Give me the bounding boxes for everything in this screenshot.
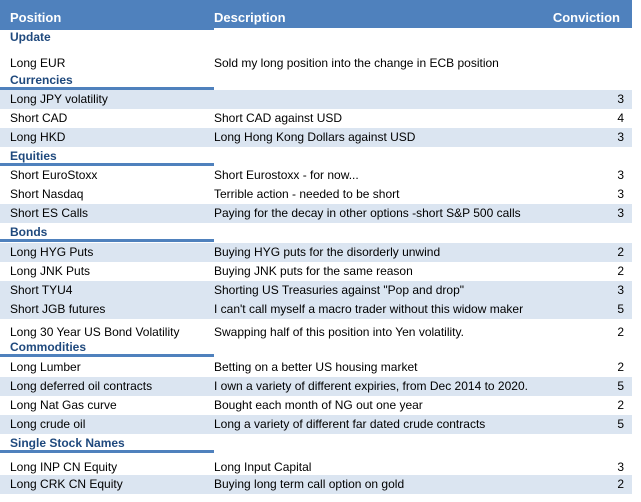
position-cell: Long Lumber bbox=[10, 360, 81, 374]
table-row: Short TYU4 Shorting US Treasuries agains… bbox=[0, 281, 632, 300]
section-equities: Equities bbox=[0, 147, 632, 166]
position-cell: Short ES Calls bbox=[10, 206, 89, 220]
conviction-cell: 2 bbox=[617, 245, 624, 259]
position-cell: Long JNK Puts bbox=[10, 264, 91, 278]
description-cell: Swapping half of this position into Yen … bbox=[214, 325, 464, 339]
section-title: Update bbox=[10, 30, 51, 44]
description-cell: Paying for the decay in other options -s… bbox=[214, 206, 521, 220]
conviction-cell: 3 bbox=[617, 130, 624, 144]
position-cell: Short JGB futures bbox=[10, 302, 106, 316]
table-row: Long Nat Gas curve Bought each month of … bbox=[0, 396, 632, 415]
conviction-cell: 2 bbox=[617, 325, 624, 339]
table-row: Short ES Calls Paying for the decay in o… bbox=[0, 204, 632, 223]
conviction-cell: 2 bbox=[617, 360, 624, 374]
section-rule bbox=[0, 28, 214, 30]
position-cell: Long CRK CN Equity bbox=[10, 477, 123, 491]
position-cell: Long 30 Year US Bond Volatility bbox=[10, 325, 180, 339]
conviction-cell: 2 bbox=[617, 477, 624, 491]
section-title: Commodities bbox=[10, 340, 87, 354]
position-cell: Long HYG Puts bbox=[10, 245, 94, 259]
section-rule bbox=[0, 87, 214, 90]
table-row: Short CAD Short CAD against USD 4 bbox=[0, 109, 632, 128]
position-cell: Short CAD bbox=[10, 111, 68, 125]
position-cell: Long deferred oil contracts bbox=[10, 379, 153, 393]
description-cell: I own a variety of different expiries, f… bbox=[214, 379, 528, 393]
conviction-cell: 3 bbox=[617, 460, 624, 474]
section-title: Equities bbox=[10, 149, 57, 163]
description-cell: Buying JNK puts for the same reason bbox=[214, 264, 413, 278]
section-currencies: Currencies bbox=[0, 71, 632, 90]
description-cell: Shorting US Treasuries against "Pop and … bbox=[214, 283, 464, 297]
header-description: Description bbox=[214, 10, 286, 25]
description-cell: Buying HYG puts for the disorderly unwin… bbox=[214, 245, 441, 259]
description-cell: Terrible action - needed to be short bbox=[214, 187, 400, 201]
table-row: Long deferred oil contracts I own a vari… bbox=[0, 377, 632, 396]
conviction-cell: 2 bbox=[617, 398, 624, 412]
table-row: Long INP CN Equity Long Input Capital 3 bbox=[0, 451, 632, 475]
table-row: Long JPY volatility 3 bbox=[0, 90, 632, 109]
description-cell: Long Hong Kong Dollars against USD bbox=[214, 130, 416, 144]
header-position: Position bbox=[10, 10, 62, 25]
description-cell: I can't call myself a macro trader witho… bbox=[214, 302, 524, 316]
section-commodities: Commodities bbox=[0, 338, 632, 357]
description-cell: Buying long term call option on gold bbox=[214, 477, 405, 491]
description-cell: Short CAD against USD bbox=[214, 111, 343, 125]
conviction-cell: 3 bbox=[617, 168, 624, 182]
table-row: Long HKD Long Hong Kong Dollars against … bbox=[0, 128, 632, 147]
conviction-cell: 5 bbox=[617, 302, 624, 316]
conviction-cell: 5 bbox=[617, 379, 624, 393]
section-title: Currencies bbox=[10, 73, 73, 87]
section-rule bbox=[0, 163, 214, 166]
position-cell: Long Nat Gas curve bbox=[10, 398, 117, 412]
position-cell: Long crude oil bbox=[10, 417, 86, 431]
section-update: Update bbox=[0, 28, 632, 47]
conviction-cell: 3 bbox=[617, 206, 624, 220]
table-row: Short EuroStoxx Short Eurostoxx - for no… bbox=[0, 166, 632, 185]
description-cell: Long Input Capital bbox=[214, 460, 312, 474]
conviction-cell: 4 bbox=[617, 111, 624, 125]
position-cell: Long INP CN Equity bbox=[10, 460, 118, 474]
table-row: Short Nasdaq Terrible action - needed to… bbox=[0, 185, 632, 204]
table-row: Long CRK CN Equity Buying long term call… bbox=[0, 475, 632, 494]
section-rule bbox=[0, 354, 214, 357]
position-cell: Short EuroStoxx bbox=[10, 168, 98, 182]
description-cell: Short Eurostoxx - for now... bbox=[214, 168, 359, 182]
description-cell: Bought each month of NG out one year bbox=[214, 398, 423, 412]
table-row: Short JGB futures I can't call myself a … bbox=[0, 300, 632, 319]
position-cell: Long HKD bbox=[10, 130, 66, 144]
section-rule bbox=[0, 450, 214, 453]
description-cell: Sold my long position into the change in… bbox=[214, 56, 499, 70]
table-row: Long 30 Year US Bond Volatility Swapping… bbox=[0, 316, 632, 340]
table-row: Long Lumber Betting on a better US housi… bbox=[0, 358, 632, 377]
header-row: Position Description Conviction bbox=[0, 0, 632, 28]
table-row: Long JNK Puts Buying JNK puts for the sa… bbox=[0, 262, 632, 281]
position-cell: Long JPY volatility bbox=[10, 92, 108, 106]
section-bonds: Bonds bbox=[0, 223, 632, 242]
conviction-cell: 3 bbox=[617, 92, 624, 106]
conviction-cell: 5 bbox=[617, 417, 624, 431]
conviction-cell: 3 bbox=[617, 283, 624, 297]
description-cell: Betting on a better US housing market bbox=[214, 360, 418, 374]
section-title: Bonds bbox=[10, 225, 48, 239]
position-cell: Short TYU4 bbox=[10, 283, 73, 297]
header-conviction: Conviction bbox=[552, 10, 620, 25]
position-cell: Long EUR bbox=[10, 56, 66, 70]
section-title: Single Stock Names bbox=[10, 436, 125, 450]
table-row: Long crude oil Long a variety of differe… bbox=[0, 415, 632, 434]
table-row: Long HYG Puts Buying HYG puts for the di… bbox=[0, 243, 632, 262]
section-rule bbox=[0, 239, 214, 242]
conviction-cell: 2 bbox=[617, 264, 624, 278]
conviction-cell: 3 bbox=[617, 187, 624, 201]
position-cell: Short Nasdaq bbox=[10, 187, 84, 201]
section-single-stock-names: Single Stock Names bbox=[0, 434, 632, 453]
table-row: Long EUR Sold my long position into the … bbox=[0, 47, 632, 71]
description-cell: Long a variety of different far dated cr… bbox=[214, 417, 486, 431]
